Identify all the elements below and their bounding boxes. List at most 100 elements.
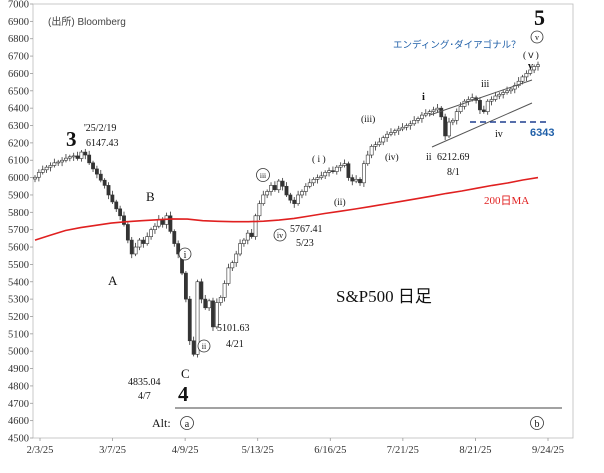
candle-body: [323, 172, 328, 177]
y-tick-label: 6500: [8, 86, 29, 97]
candle-body: [125, 224, 130, 241]
candle-body: [447, 121, 451, 137]
candle-body: [331, 170, 335, 172]
candle-body: [389, 132, 393, 135]
candle-body: [153, 225, 157, 230]
candle-body: [319, 175, 324, 178]
wave-3-date: '25/2/19: [84, 123, 116, 134]
y-tick-label: 4800: [8, 381, 29, 392]
candle-body: [311, 179, 316, 184]
y-tick-label: 6000: [8, 173, 29, 184]
candle-body: [64, 157, 68, 161]
candle-body: [71, 155, 76, 158]
candle-body: [164, 215, 169, 225]
candle-body: [114, 201, 119, 210]
wave-3-value: 6147.43: [86, 138, 119, 149]
y-tick-label: 7000: [8, 0, 29, 11]
candle-body: [149, 229, 153, 237]
candle-body: [509, 88, 513, 92]
sub-iii-label: iii: [481, 79, 490, 90]
candle-body: [191, 340, 196, 355]
candle-body: [137, 239, 142, 248]
candle-body: [416, 118, 420, 121]
candle-body: [315, 177, 320, 180]
candle-body: [176, 243, 181, 255]
candle-body: [408, 123, 413, 126]
candle-body: [296, 194, 301, 204]
candle-body: [458, 106, 463, 112]
y-tick-label: 6600: [8, 69, 29, 80]
paren-iii-label: (iii): [361, 114, 375, 125]
wave-3-label: 3: [66, 127, 77, 151]
circled-iv-label: iv: [277, 231, 283, 240]
candle-body: [327, 170, 331, 173]
candle-body: [532, 66, 537, 71]
candle-body: [79, 151, 84, 159]
candle-body: [493, 95, 498, 100]
candle-body: [501, 92, 506, 95]
alt-label: Alt:: [152, 416, 171, 430]
x-axis: 2/3/25 3/7/25 4/9/25 5/13/25 6/16/25 7/21/25 8…: [27, 438, 564, 456]
candle-body: [48, 165, 53, 168]
candle-body: [168, 215, 173, 232]
y-tick-label: 5000: [8, 347, 29, 358]
y-tick-label: 5500: [8, 260, 29, 271]
ma-label: 200日MA: [484, 195, 529, 207]
wave-4-label: 4: [178, 382, 189, 406]
circled-ii-label: ii: [202, 342, 207, 351]
candle-body: [44, 166, 49, 171]
candle-body: [516, 80, 521, 86]
y-tick-label: 5300: [8, 295, 29, 306]
candle-body: [133, 246, 138, 255]
candle-body: [141, 239, 146, 244]
candle-body: [505, 90, 509, 93]
candle-body: [485, 100, 490, 112]
candle-body: [249, 232, 254, 237]
circled-v-label: v: [535, 33, 539, 42]
y-tick-label: 6400: [8, 104, 29, 115]
candle-body: [269, 185, 273, 192]
x-tick-label: 6/16/25: [314, 445, 346, 456]
candle-body: [284, 185, 289, 196]
candle-body: [272, 185, 277, 191]
paren-v-label: (ｖ): [523, 50, 539, 61]
candle-body: [423, 113, 428, 116]
ii-value: 5101.63: [217, 323, 250, 334]
candle-body: [122, 215, 126, 225]
x-tick-label: 7/21/25: [387, 445, 419, 456]
paren-i-label: ( i ): [312, 154, 326, 165]
y-tick-label: 5100: [8, 329, 29, 340]
wave-a-label: A: [108, 273, 118, 288]
candle-body: [261, 194, 266, 204]
diagonal-upper-line: [429, 79, 533, 116]
candle-body: [242, 239, 246, 244]
low-date: 8/1: [447, 167, 460, 178]
y-tick-label: 5200: [8, 312, 29, 323]
candle-body: [385, 133, 390, 138]
candle-body: [303, 185, 308, 192]
candle-body: [257, 203, 262, 217]
candle-body: [350, 177, 355, 182]
candle-body: [392, 130, 397, 133]
candle-body: [377, 141, 382, 145]
chart-title: S&P500 日足: [336, 287, 432, 306]
x-tick-label: 9/24/25: [532, 445, 564, 456]
sub-iv-label: iv: [495, 129, 503, 140]
wave-5-label: 5: [534, 5, 545, 30]
candle-body: [95, 168, 99, 175]
sub-v-label: v: [528, 61, 533, 72]
candles: [33, 61, 540, 358]
candle-body: [420, 114, 424, 119]
y-axis: 4500 4600 4700 4800 4900 5000 5100 5200 5300 5400…: [8, 0, 33, 445]
candle-body: [33, 176, 37, 180]
candle-body: [431, 109, 436, 112]
candle-body: [234, 253, 239, 263]
candle-body: [454, 111, 459, 121]
candle-body: [87, 154, 92, 164]
candle-body: [358, 179, 362, 184]
candle-body: [91, 162, 95, 170]
y-tick-label: 6300: [8, 121, 29, 132]
candle-body: [145, 236, 150, 244]
candle-body: [346, 163, 351, 178]
alt-b-label: b: [535, 419, 540, 430]
